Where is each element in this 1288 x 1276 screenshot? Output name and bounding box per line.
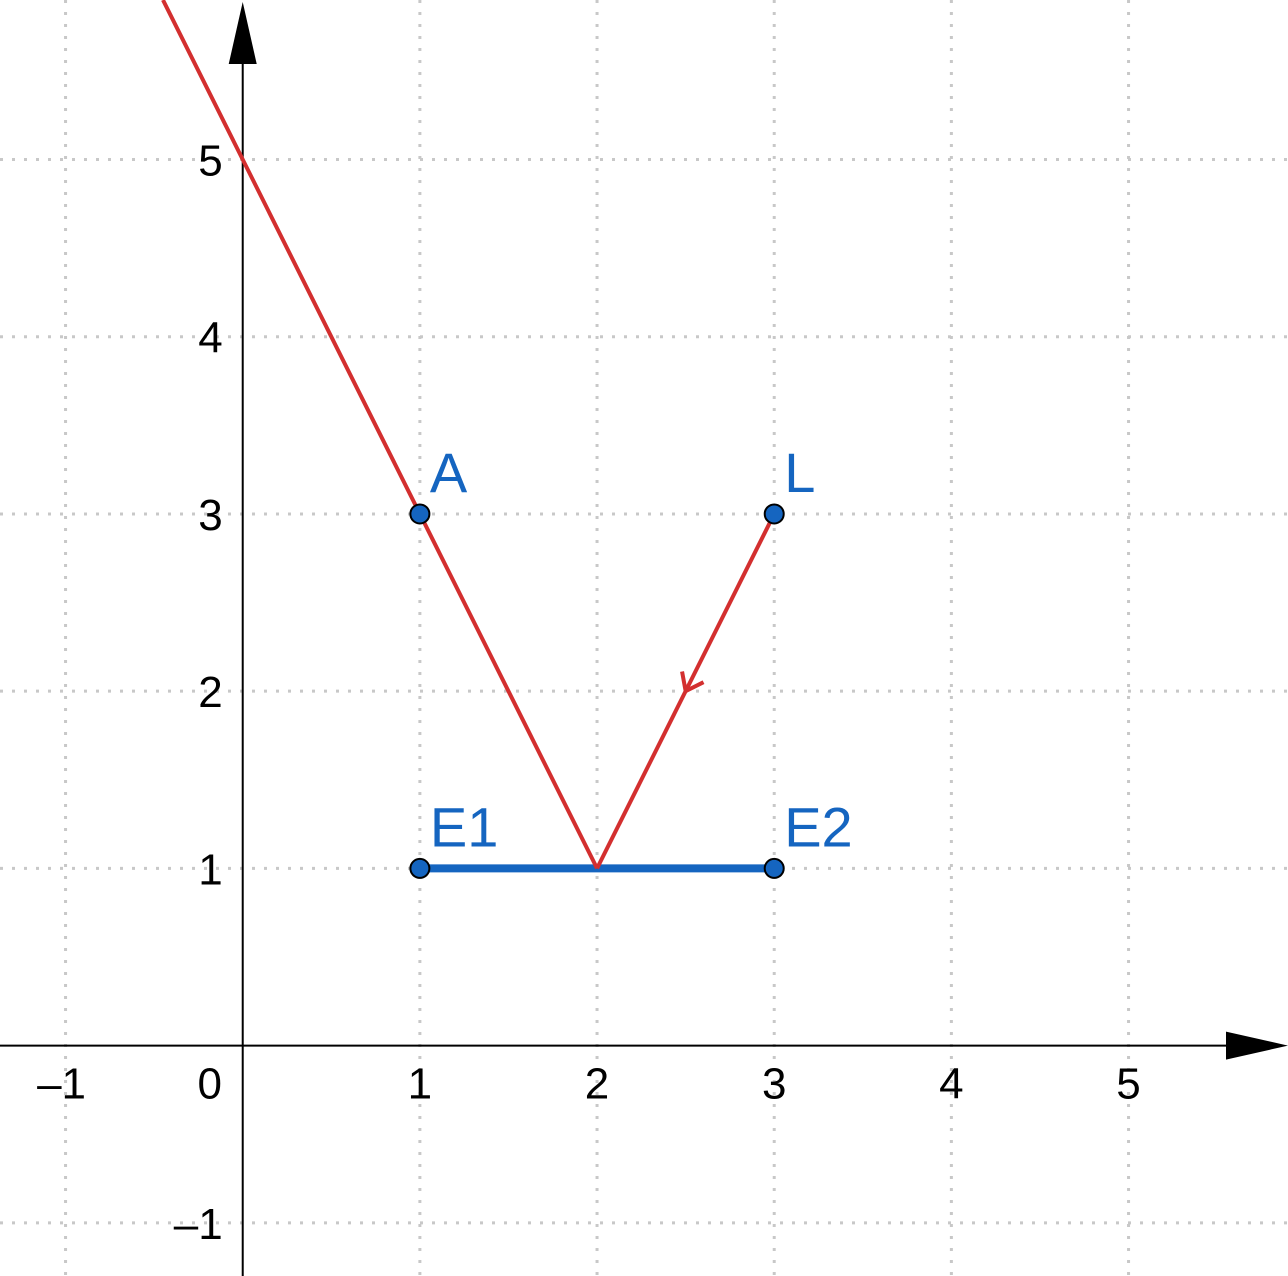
- point-label-a: A: [430, 441, 468, 504]
- x-tick-label: 2: [585, 1060, 609, 1109]
- y-axis-arrow-icon: [228, 2, 257, 64]
- figure: [161, 0, 777, 873]
- point-a[interactable]: [409, 503, 431, 525]
- reflected-ray: [161, 0, 599, 870]
- x-tick-label: 0: [197, 1060, 221, 1109]
- x-tick-label: 4: [939, 1060, 963, 1109]
- x-tick-label: –1: [37, 1060, 86, 1109]
- point-label-e2: E2: [784, 795, 853, 858]
- x-tick-label: 1: [408, 1060, 432, 1109]
- point-e1[interactable]: [409, 857, 431, 879]
- point-e2[interactable]: [763, 857, 785, 879]
- y-tick-label: 3: [198, 491, 222, 540]
- tick-labels: –1 0 1 2 3 4 5 –1 1 2 3 4 5: [37, 137, 1141, 1249]
- y-tick-label: 5: [198, 137, 222, 186]
- y-tick-label: –1: [174, 1200, 223, 1249]
- point-label-e1: E1: [430, 795, 499, 858]
- y-tick-label: 2: [198, 668, 222, 717]
- x-tick-label: 3: [762, 1060, 786, 1109]
- point-l[interactable]: [763, 503, 785, 525]
- x-tick-label: 5: [1116, 1060, 1140, 1109]
- points: A L E1 E2: [409, 441, 853, 879]
- direction-arrow-icon: [680, 671, 705, 695]
- point-label-l: L: [784, 441, 815, 504]
- x-axis-arrow-icon: [1226, 1031, 1288, 1060]
- y-tick-label: 1: [198, 845, 222, 894]
- y-tick-label: 4: [198, 314, 222, 363]
